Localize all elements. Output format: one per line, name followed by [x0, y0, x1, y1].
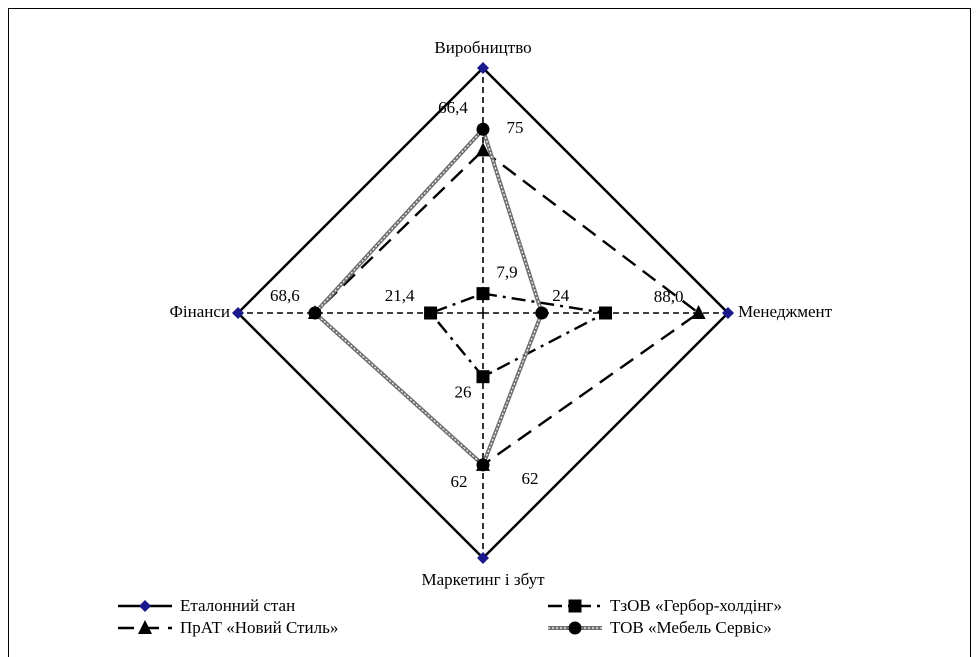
category-label: Маркетинг і збут — [421, 570, 545, 589]
data-point — [476, 142, 490, 157]
data-label: 7,9 — [496, 263, 517, 282]
data-point — [535, 306, 549, 320]
data-point — [599, 306, 612, 320]
data-label: 62 — [451, 472, 468, 491]
data-label: 24 — [552, 286, 570, 305]
data-point — [477, 62, 489, 74]
legend-label: Еталонний стан — [180, 596, 295, 615]
legend-label: ПрАТ «Новий Стиль» — [180, 618, 338, 637]
legend-label: ТОВ «Мебель Сервіс» — [610, 618, 772, 637]
legend-marker — [568, 599, 582, 613]
data-point — [476, 370, 490, 384]
data-label: 75 — [507, 118, 524, 137]
data-point — [477, 552, 489, 564]
data-point — [691, 305, 706, 319]
data-label: 88,0 — [654, 287, 684, 306]
series-line — [312, 125, 544, 469]
series-line-pattern — [314, 128, 543, 466]
data-point — [476, 287, 490, 301]
data-point — [424, 306, 438, 320]
data-label: 68,6 — [270, 286, 300, 305]
data-label: 21,4 — [385, 286, 415, 305]
data-label: 26 — [455, 383, 472, 402]
legend-marker — [138, 620, 152, 634]
legend-marker — [568, 621, 582, 635]
legend-marker — [139, 600, 151, 612]
chart-frame — [8, 8, 971, 657]
legend-label: ТзОВ «Гербор-холдінг» — [610, 596, 782, 615]
data-label: 66,4 — [438, 98, 468, 117]
data-point — [308, 306, 322, 320]
data-point — [722, 307, 734, 319]
category-label: Виробництво — [434, 38, 531, 57]
data-label: 62 — [522, 469, 539, 488]
series-line — [428, 292, 610, 379]
data-point — [232, 307, 244, 319]
category-label: Менеджмент — [738, 302, 833, 321]
data-point — [476, 458, 490, 472]
category-label: Фінанси — [169, 302, 230, 321]
data-point — [476, 122, 490, 136]
